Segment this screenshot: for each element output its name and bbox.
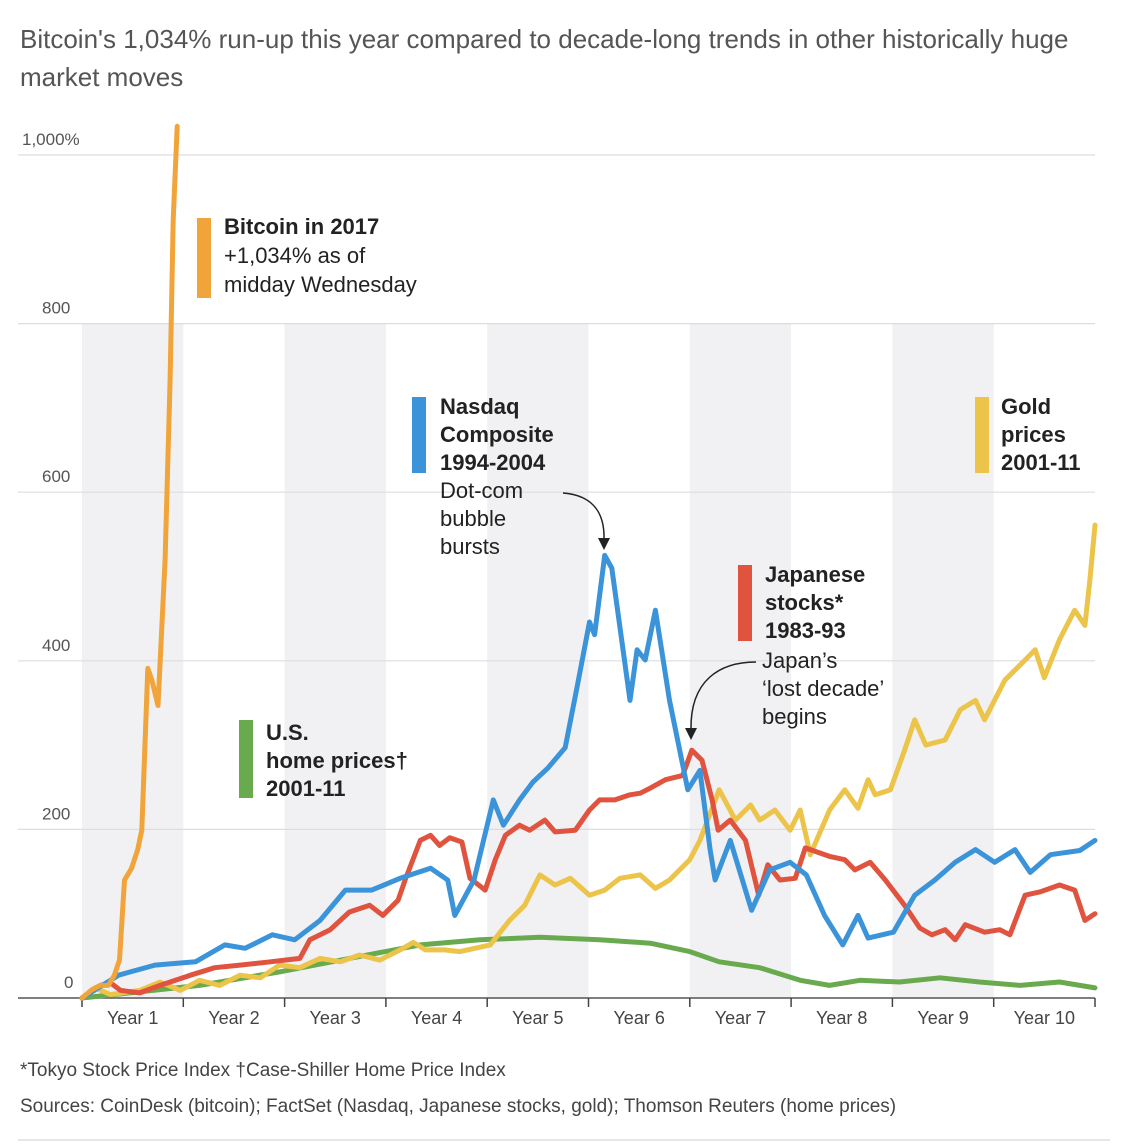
sources: Sources: CoinDesk (bitcoin); FactSet (Na… (20, 1096, 897, 1117)
note-japan-2: ‘lost decade’ (762, 676, 884, 701)
legend-swatch-japan (738, 565, 752, 641)
x-tick-label: Year 3 (310, 1008, 361, 1028)
x-tick-label: Year 10 (1014, 1008, 1075, 1028)
x-tick-label: Year 1 (107, 1008, 158, 1028)
series-line-bitcoin-in-2017 (79, 123, 180, 1001)
y-tick-label: 1,000% (22, 130, 80, 149)
label-gold-1: Gold (1001, 394, 1051, 419)
y-tick-label: 600 (42, 467, 70, 486)
series-line-gold-prices-2001-11 (79, 522, 1098, 1001)
label-nasdaq-2: Composite (440, 422, 554, 447)
y-tick-label: 800 (42, 299, 70, 318)
x-tick-label: Year 4 (411, 1008, 462, 1028)
x-tick-label: Year 7 (715, 1008, 766, 1028)
legend-swatch-home-prices (239, 720, 253, 798)
note-bitcoin-2: midday Wednesday (224, 272, 417, 297)
label-home-1: U.S. (266, 720, 309, 745)
y-tick-label: 400 (42, 636, 70, 655)
label-home-2: home prices† (266, 748, 408, 773)
footnote: *Tokyo Stock Price Index †Case-Shiller H… (20, 1060, 506, 1081)
legend-swatch-nasdaq (412, 397, 426, 473)
note-bitcoin-1: +1,034% as of (224, 243, 366, 268)
note-nasdaq-2: bubble (440, 506, 506, 531)
label-home-3: 2001-11 (266, 776, 346, 801)
arrowhead-dot-com (598, 538, 610, 550)
label-gold-2: prices (1001, 422, 1066, 447)
label-gold-3: 2001-11 (1001, 450, 1081, 475)
arrow-lost-decade (690, 661, 757, 731)
label-nasdaq-3: 1994-2004 (440, 450, 546, 475)
arrow-dot-com (562, 492, 605, 541)
label-bitcoin: Bitcoin in 2017 (224, 214, 379, 239)
note-japan-3: begins (762, 704, 827, 729)
label-japan-1: Japanese (765, 562, 865, 587)
label-japan-2: stocks* (765, 590, 844, 615)
note-nasdaq-1: Dot-com (440, 478, 523, 503)
x-tick-label: Year 8 (816, 1008, 867, 1028)
x-tick-label: Year 9 (917, 1008, 968, 1028)
x-tick-label: Year 6 (613, 1008, 664, 1028)
series-line-japanese-stocks-1983-93 (79, 747, 1098, 1001)
label-nasdaq-1: Nasdaq (440, 394, 519, 419)
legend-swatch-gold (975, 397, 989, 473)
x-tick-label: Year 2 (208, 1008, 259, 1028)
label-japan-3: 1983-93 (765, 618, 846, 643)
y-tick-label: 200 (42, 804, 70, 823)
series-line-nasdaq-composite-1994-2004 (79, 552, 1098, 1001)
legend-swatch-bitcoin (197, 218, 211, 298)
note-japan-1: Japan’s (762, 648, 837, 673)
y-tick-label: 0 (64, 973, 73, 992)
x-tick-label: Year 5 (512, 1008, 563, 1028)
chart-title: Bitcoin's 1,034% run-up this year compar… (20, 24, 1069, 92)
series-line-u-s-home-prices-2001-11 (79, 934, 1098, 1001)
note-nasdaq-3: bursts (440, 534, 500, 559)
arrowhead-lost-decade (685, 728, 697, 740)
